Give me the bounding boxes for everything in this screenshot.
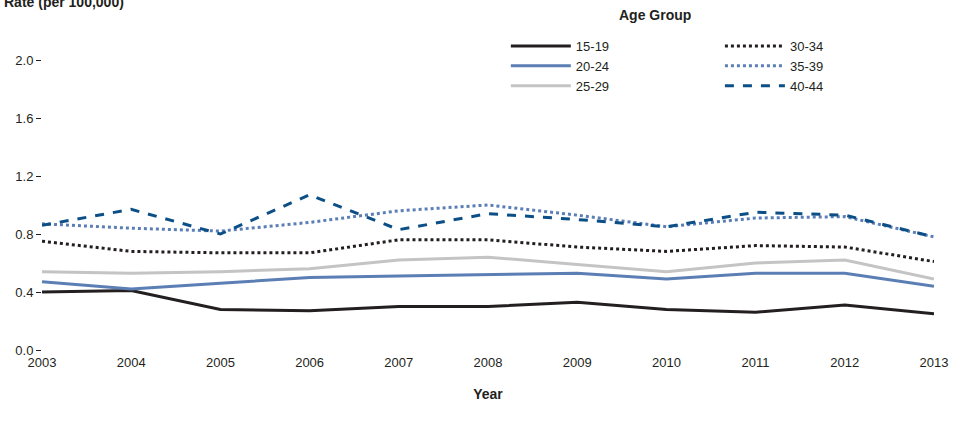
svg-text:2006: 2006 (295, 355, 324, 370)
svg-text:2013: 2013 (920, 355, 949, 370)
svg-text:25-29: 25-29 (576, 79, 609, 94)
svg-text:2008: 2008 (474, 355, 503, 370)
svg-text:35-39: 35-39 (790, 59, 823, 74)
svg-text:15-19: 15-19 (576, 39, 609, 54)
svg-text:2007: 2007 (384, 355, 413, 370)
svg-text:40-44: 40-44 (790, 79, 823, 94)
svg-text:2009: 2009 (563, 355, 592, 370)
svg-text:20-24: 20-24 (576, 59, 609, 74)
svg-text:0.4: 0.4 (15, 285, 33, 300)
svg-text:2004: 2004 (117, 355, 146, 370)
svg-text:1.2: 1.2 (15, 169, 33, 184)
svg-text:Rate (per 100,000): Rate (per 100,000) (4, 0, 124, 10)
svg-text:2010: 2010 (652, 355, 681, 370)
svg-text:1.6: 1.6 (15, 111, 33, 126)
svg-text:Year: Year (473, 386, 503, 402)
svg-text:2011: 2011 (742, 355, 770, 370)
svg-text:Age Group: Age Group (619, 7, 691, 23)
svg-text:2012: 2012 (830, 355, 859, 370)
svg-text:30-34: 30-34 (790, 39, 823, 54)
svg-text:0.0: 0.0 (15, 343, 33, 358)
svg-text:2005: 2005 (206, 355, 235, 370)
svg-text:2003: 2003 (28, 355, 57, 370)
svg-text:0.8: 0.8 (15, 227, 33, 242)
svg-text:2.0: 2.0 (15, 53, 33, 68)
